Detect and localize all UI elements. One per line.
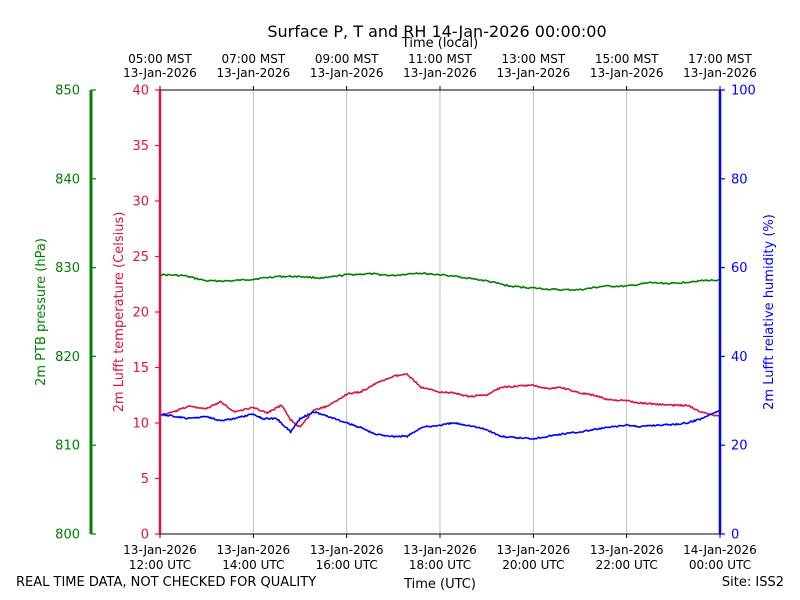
humidity-tick-label-3: 60 [731, 261, 748, 276]
top-tick-time-1: 07:00 MST [221, 52, 285, 66]
bottom-tick-time-5: 22:00 UTC [596, 558, 658, 572]
top-tick-time-5: 15:00 MST [595, 52, 659, 66]
temperature-tick-label-0: 0 [141, 528, 149, 543]
series-line-1 [159, 373, 721, 428]
top-tick-date-4: 13-Jan-2026 [497, 66, 571, 80]
bottom-tick-date-4: 13-Jan-2026 [497, 543, 571, 557]
top-tick-date-5: 13-Jan-2026 [590, 66, 664, 80]
bottom-tick-time-6: 00:00 UTC [689, 558, 751, 572]
top-tick-time-3: 11:00 MST [408, 52, 472, 66]
chart-title: Surface P, T and RH 14-Jan-2026 00:00:00 [267, 22, 606, 41]
temperature-tick-label-5: 25 [132, 250, 149, 265]
pressure-tick-label-2: 820 [55, 350, 80, 365]
temperature-tick-label-7: 35 [132, 139, 149, 154]
humidity-tick-label-4: 80 [731, 172, 748, 187]
series-layer [159, 271, 721, 440]
top-tick-time-4: 13:00 MST [501, 52, 565, 66]
humidity-tick-label-0: 0 [731, 528, 739, 543]
bottom-tick-time-4: 20:00 UTC [502, 558, 564, 572]
pressure-axis-label: 2m PTB pressure (hPa) [34, 238, 49, 386]
temperature-tick-label-1: 5 [141, 472, 149, 487]
temperature-tick-label-2: 10 [132, 417, 149, 432]
bottom-tick-time-0: 12:00 UTC [129, 558, 191, 572]
bottom-tick-date-5: 13-Jan-2026 [590, 543, 664, 557]
humidity-tick-label-1: 20 [731, 439, 748, 454]
bottom-tick-time-3: 18:00 UTC [409, 558, 471, 572]
temperature-axis-label: 2m Lufft temperature (Celsius) [112, 212, 127, 413]
top-tick-date-6: 13-Jan-2026 [683, 66, 757, 80]
series-line-2 [159, 409, 721, 440]
grid-layer [252, 90, 628, 534]
top-tick-time-6: 17:00 MST [688, 52, 752, 66]
pressure-tick-label-1: 810 [55, 439, 80, 454]
pressure-tick-label-4: 840 [55, 172, 80, 187]
top-tick-date-3: 13-Jan-2026 [403, 66, 477, 80]
top-tick-date-1: 13-Jan-2026 [217, 66, 291, 80]
bottom-tick-date-3: 13-Jan-2026 [403, 543, 477, 557]
temperature-tick-label-4: 20 [132, 306, 149, 321]
bottom-tick-time-2: 16:00 UTC [316, 558, 378, 572]
top-tick-date-2: 13-Jan-2026 [310, 66, 384, 80]
pressure-tick-label-5: 850 [55, 84, 80, 99]
bottom-tick-date-0: 13-Jan-2026 [123, 543, 197, 557]
site-label: Site: ISS2 [721, 575, 784, 590]
humidity-tick-label-5: 100 [731, 84, 756, 99]
top-tick-time-0: 05:00 MST [128, 52, 192, 66]
bottom-tick-date-2: 13-Jan-2026 [310, 543, 384, 557]
temperature-tick-label-6: 30 [132, 195, 149, 210]
bottom-tick-date-6: 14-Jan-2026 [683, 543, 757, 557]
humidity-axis-label: 2m Lufft relative humidity (%) [762, 214, 777, 410]
bottom-tick-time-1: 14:00 UTC [222, 558, 284, 572]
quality-disclaimer: REAL TIME DATA, NOT CHECKED FOR QUALITY [16, 575, 317, 590]
top-tick-time-2: 09:00 MST [315, 52, 379, 66]
series-line-0 [159, 271, 721, 292]
x-axis-label: Time (UTC) [403, 577, 476, 592]
bottom-tick-date-1: 13-Jan-2026 [217, 543, 291, 557]
temperature-tick-label-8: 40 [132, 84, 149, 99]
pressure-tick-label-0: 800 [55, 528, 80, 543]
temperature-tick-label-3: 15 [132, 361, 149, 376]
pressure-tick-label-3: 830 [55, 261, 80, 276]
top-axis-title: Time (local) [401, 36, 478, 51]
humidity-tick-label-2: 40 [731, 350, 748, 365]
top-tick-date-0: 13-Jan-2026 [123, 66, 197, 80]
